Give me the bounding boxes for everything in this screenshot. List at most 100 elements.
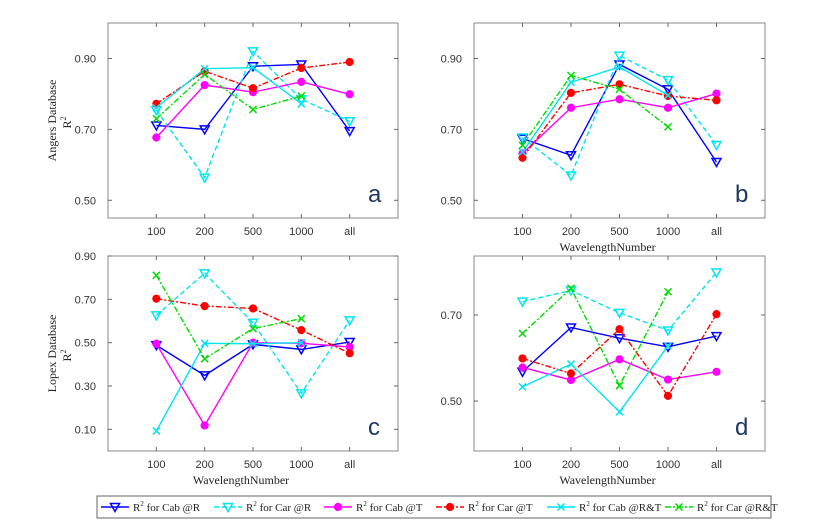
data-point: [712, 310, 721, 319]
data-point: [710, 268, 723, 279]
data-point: [248, 84, 258, 93]
y-axis-database-label: Angers Database: [45, 80, 59, 162]
data-point: [615, 95, 624, 104]
data-point: [516, 297, 529, 308]
series-line: [155, 73, 302, 120]
legend-label-prefix: R: [468, 502, 476, 514]
data-point: [518, 148, 527, 157]
data-point: [710, 140, 723, 151]
data-point: [343, 337, 356, 349]
data-point: [200, 70, 209, 79]
data-point: [248, 105, 258, 114]
data-point: [663, 91, 673, 100]
data-point: [150, 311, 163, 322]
series-3: [518, 89, 721, 158]
panel-label: b: [735, 181, 748, 208]
data-point: [248, 338, 258, 347]
legend-entry: R2 for Car @R: [214, 500, 312, 514]
panel-label: d: [735, 414, 748, 441]
data-point: [615, 325, 624, 334]
data-point: [198, 269, 211, 280]
legend-box: [96, 495, 772, 519]
data-point: [152, 114, 161, 123]
x-tick-label: 500: [244, 226, 262, 238]
series-line: [522, 287, 669, 388]
data-point: [712, 367, 721, 376]
legend-label-text: for Car @T: [479, 502, 533, 514]
y-tick-label: 0.50: [441, 396, 462, 408]
data-point: [710, 157, 723, 169]
series-4: [152, 294, 354, 358]
series-3: [518, 355, 721, 385]
data-point: [518, 141, 527, 150]
legend-label-prefix: R: [579, 502, 587, 514]
x-tick-label: all: [711, 459, 722, 471]
x-tick-label: 500: [610, 459, 628, 471]
data-point: [200, 80, 209, 90]
legend-marker: [445, 502, 455, 512]
data-point: [247, 62, 259, 73]
data-point: [198, 125, 211, 136]
legend-marker: [222, 502, 234, 514]
data-point: [663, 375, 673, 384]
data-point: [150, 121, 163, 132]
data-point: [615, 355, 624, 364]
panel-d: 100 200 500 1000 all 0.50 0.70 d WavelengthNumbe…: [441, 255, 766, 487]
x-tick-label: 1000: [656, 459, 680, 471]
series-6: [152, 70, 306, 123]
data-point: [613, 333, 626, 345]
y-tick-label: 0.70: [441, 124, 462, 136]
data-point: [565, 323, 577, 334]
legend-label: R2 for Car @R: [246, 500, 312, 514]
panel-b: 100 200 500 1000 all 0.50 0.70 0.90 b WavelengthN…: [441, 22, 766, 254]
data-point: [613, 51, 626, 62]
x-tick-label: 1000: [656, 226, 680, 238]
x-tick-label: 1000: [289, 226, 313, 238]
x-axis-label: WavelengthNumber: [193, 473, 289, 487]
series-line: [522, 345, 669, 413]
legend-label-text: for Cab @T: [367, 502, 423, 514]
data-point: [710, 331, 723, 343]
data-point: [518, 382, 527, 391]
data-point: [615, 381, 624, 390]
axes-box: [107, 255, 399, 452]
y-tick-label: 0.30: [75, 381, 96, 393]
legend-label-text: for Car @R&T: [708, 502, 778, 514]
data-point: [247, 318, 259, 329]
series-line: [155, 272, 351, 395]
legend-label-prefix: R: [356, 502, 364, 514]
series-line: [522, 63, 718, 163]
data-point: [247, 47, 259, 58]
legend-entry: R2 for Car @R&T: [665, 500, 778, 514]
data-point: [663, 391, 673, 401]
data-point: [343, 116, 356, 128]
series-line: [155, 50, 350, 180]
data-point: [295, 389, 308, 400]
series-5: [518, 341, 673, 416]
data-point: [613, 308, 626, 319]
axes-box: [473, 22, 766, 219]
data-point: [662, 75, 674, 87]
y-axis-label-r: R: [60, 353, 74, 361]
y-tick-label: 0.90: [75, 251, 96, 263]
data-point: [200, 301, 209, 311]
data-point: [662, 326, 674, 337]
data-point: [297, 77, 306, 86]
legend-label-sup: 2: [363, 500, 367, 508]
y-axis-label: R2: [59, 349, 74, 361]
x-tick-label: 100: [513, 226, 531, 238]
panel-label: c: [368, 414, 380, 441]
data-point: [663, 287, 673, 296]
x-axis-label: WavelengthNumber: [559, 473, 655, 487]
legend-label-prefix: R: [133, 502, 141, 514]
data-point: [663, 122, 673, 131]
x-tick-label: 500: [610, 226, 628, 238]
data-point: [663, 341, 673, 350]
data-point: [518, 363, 527, 372]
data-point: [248, 63, 258, 72]
series-line: [521, 66, 669, 153]
data-point: [200, 354, 209, 363]
series-2: [150, 269, 356, 400]
data-point: [248, 324, 258, 333]
data-point: [297, 326, 306, 335]
